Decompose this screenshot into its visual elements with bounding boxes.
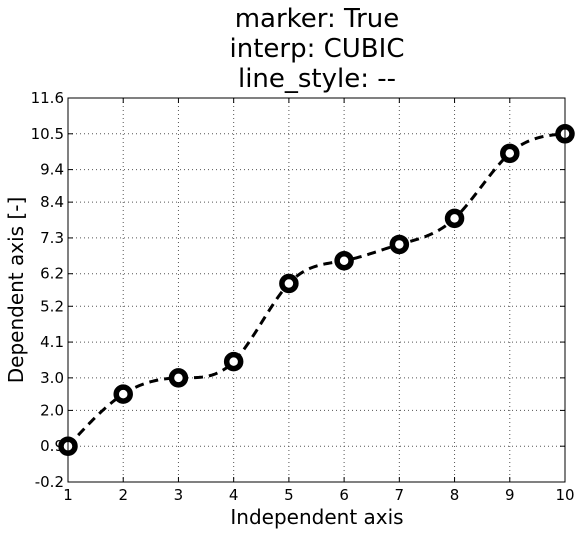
y-tick-label: 9.4	[40, 161, 64, 179]
y-tick-label: 10.5	[31, 125, 64, 143]
x-axis-label: Independent axis	[230, 505, 403, 529]
x-tick-label: 9	[505, 486, 515, 504]
y-tick-label: 5.2	[40, 297, 64, 315]
ticks	[67, 97, 566, 483]
data-point-marker	[113, 384, 133, 404]
data-point-marker	[223, 351, 244, 372]
data-point-marker	[168, 368, 189, 388]
plot-area	[58, 124, 575, 456]
y-tick-label: 0.9	[40, 437, 64, 455]
y-tick-label: 7.3	[40, 229, 64, 247]
grid	[67, 97, 566, 483]
title-line-1: marker: True	[235, 4, 400, 34]
y-tick-label: 4.1	[40, 333, 64, 351]
series-line	[66, 132, 566, 448]
x-tick-label: 10	[555, 486, 574, 504]
x-tick-labels: 1 2 3 4 5 6 7 8 9 10	[63, 486, 574, 504]
data-point-marker	[389, 234, 410, 255]
y-tick-label: 11.6	[31, 89, 64, 107]
x-tick-label: 4	[229, 486, 239, 504]
y-tick-label: 6.2	[40, 265, 64, 283]
y-tick-label: 8.4	[40, 193, 64, 211]
x-tick-label: 6	[339, 486, 349, 504]
y-tick-label: 2.0	[40, 401, 64, 419]
data-point-marker	[279, 273, 299, 294]
x-tick-label: 3	[174, 486, 184, 504]
x-tick-label: 8	[450, 486, 460, 504]
data-point-marker	[500, 143, 520, 164]
title-line-3: line_style: --	[238, 64, 396, 94]
y-tick-label: 3.0	[40, 369, 64, 387]
y-axis-label: Dependent axis [-]	[4, 197, 28, 384]
chart-title: marker: True interp: CUBIC line_style: -…	[230, 4, 405, 94]
y-tick-label: -0.2	[35, 473, 64, 491]
x-tick-label: 2	[118, 486, 128, 504]
y-tick-labels: -0.2 0.9 2.0 3.0 4.1 5.2 6.2 7.3 8.4 9.4 10.5 11.6	[31, 89, 64, 491]
x-tick-label: 1	[63, 486, 73, 504]
x-tick-label: 5	[284, 486, 294, 504]
data-point-marker	[444, 208, 465, 229]
x-tick-label: 7	[395, 486, 405, 504]
axes-frame	[67, 97, 566, 483]
title-line-2: interp: CUBIC	[230, 34, 405, 64]
data-point-marker	[334, 250, 354, 271]
